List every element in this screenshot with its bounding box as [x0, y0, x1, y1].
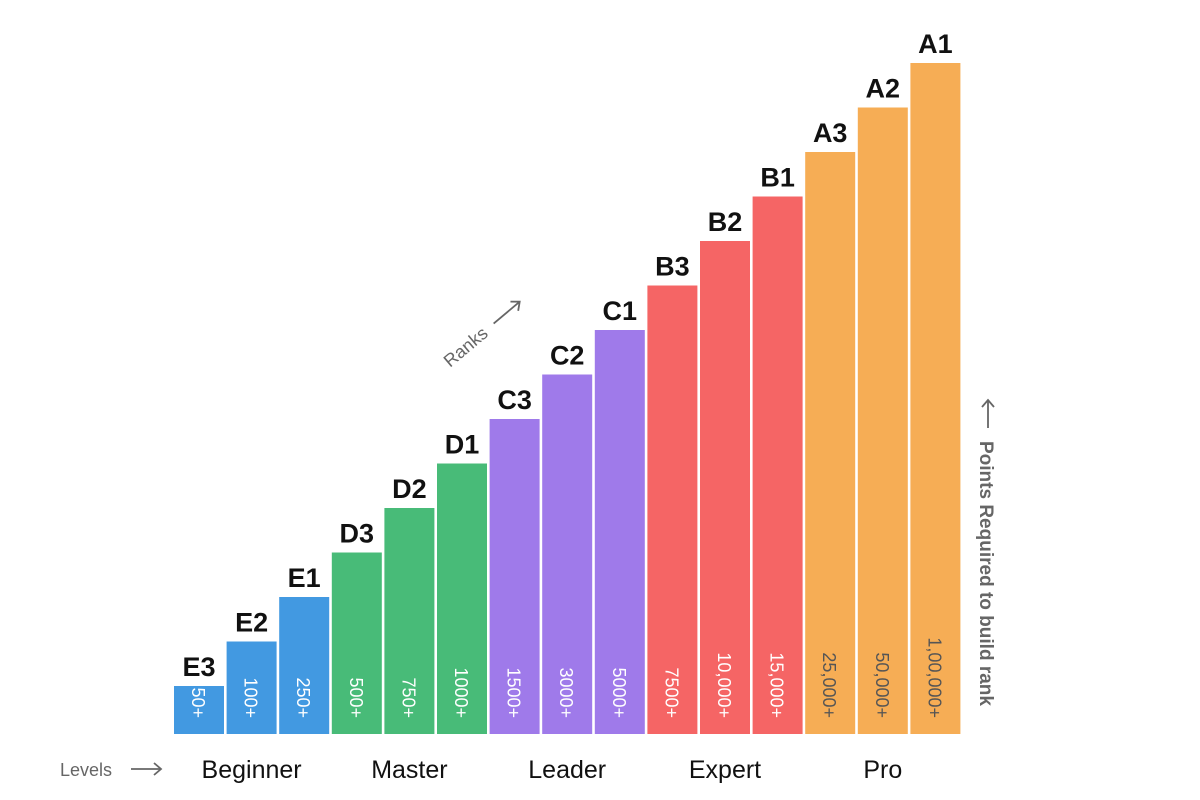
level-label-expert: Expert [689, 756, 761, 784]
rank-label-d1: D1 [445, 430, 480, 460]
rank-label-b3: B3 [655, 252, 690, 282]
bar-group-a3: A3 25,000+ [805, 118, 856, 734]
level-label-master: Master [371, 756, 447, 784]
bar-e3 [174, 686, 224, 734]
ranks-label: Ranks [440, 323, 492, 371]
bar-group-d2: D2 750+ [384, 474, 435, 734]
points-label-d1: 1000+ [451, 667, 471, 718]
bar-a2 [857, 107, 908, 734]
ranks-annotation: Ranks [440, 300, 521, 371]
bar-group-c2: C2 3000+ [542, 341, 593, 734]
points-label-a3: 25,000+ [819, 652, 839, 718]
bar-group-d3: D3 500+ [331, 519, 382, 734]
points-label-a2: 50,000+ [872, 652, 892, 718]
ranks-arrow-icon [493, 300, 521, 325]
points-label-d2: 750+ [398, 677, 418, 718]
rank-label-a3: A3 [813, 118, 848, 148]
rank-label-e1: E1 [288, 563, 321, 593]
bar-d3 [331, 552, 382, 734]
points-label-b1: 15,000+ [767, 652, 787, 718]
points-arrow-icon [981, 398, 995, 428]
bar-d1 [437, 463, 487, 734]
rank-label-d3: D3 [340, 519, 375, 549]
bar-b2 [700, 241, 750, 734]
level-label-leader: Leader [528, 756, 606, 784]
bars-layer: E350+E2100+E1250+D3500+D2750+D11000+C315… [174, 29, 961, 734]
rank-label-d2: D2 [392, 474, 427, 504]
bar-b1 [752, 196, 803, 734]
rank-label-e2: E2 [235, 608, 268, 638]
bar-group-b3: B3 7500+ [647, 252, 698, 734]
bar-group-c1: C1 5000+ [594, 296, 645, 734]
rank-label-a2: A2 [866, 74, 901, 104]
points-label-c1: 5000+ [609, 667, 629, 718]
levels-layer: Beginner Master Leader Expert Pro [202, 756, 903, 784]
points-axis-annotation: Points Required to build rank [975, 398, 996, 706]
points-label-c2: 3000+ [556, 667, 576, 718]
bar-c2 [542, 374, 593, 734]
bar-a3 [805, 152, 856, 734]
bar-group-a1: A1 1,00,000+ [910, 29, 961, 734]
bar-group-d1: D1 1000+ [437, 430, 487, 734]
points-label-e3: 50+ [188, 687, 208, 718]
levels-arrow-icon [131, 762, 163, 776]
levels-label: Levels [60, 760, 112, 780]
bar-e1 [279, 597, 330, 734]
rank-label-e3: E3 [182, 652, 215, 682]
bar-c3 [489, 419, 540, 734]
points-label-e1: 250+ [293, 677, 313, 718]
bar-group-c3: C3 1500+ [489, 385, 540, 734]
bar-b3 [647, 285, 698, 734]
points-label-c3: 1500+ [504, 667, 524, 718]
points-axis-label: Points Required to build rank [975, 441, 996, 706]
bar-e2 [226, 641, 277, 734]
bar-group-b2: B2 10,000+ [700, 207, 750, 734]
bar-d2 [384, 508, 435, 734]
bar-a1 [910, 63, 961, 734]
bar-group-e1: E1 250+ [279, 563, 330, 734]
bar-group-a2: A2 50,000+ [857, 74, 908, 734]
bar-group-b1: B1 15,000+ [752, 163, 803, 734]
points-label-b3: 7500+ [661, 667, 681, 718]
rank-label-c1: C1 [603, 296, 638, 326]
rank-label-c2: C2 [550, 341, 585, 371]
level-label-pro: Pro [863, 756, 902, 784]
rank-label-c3: C3 [497, 385, 532, 415]
rank-label-b2: B2 [708, 207, 743, 237]
level-label-beginner: Beginner [202, 756, 302, 784]
bar-c1 [594, 330, 645, 734]
points-label-e2: 100+ [241, 677, 261, 718]
bar-group-e2: E2 100+ [226, 608, 277, 734]
points-label-b2: 10,000+ [714, 652, 734, 718]
rank-label-a1: A1 [918, 29, 953, 59]
points-label-a1: 1,00,000+ [924, 637, 944, 718]
rank-label-b1: B1 [760, 163, 795, 193]
points-label-d3: 500+ [346, 677, 366, 718]
